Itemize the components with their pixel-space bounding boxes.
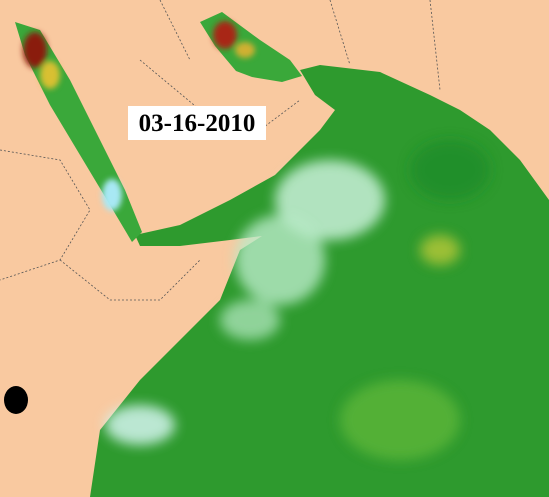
date-box xyxy=(128,106,266,140)
gulf-features xyxy=(23,21,255,211)
sea-features xyxy=(105,140,490,460)
date-label: 03-16-2010 xyxy=(139,110,256,137)
lake xyxy=(4,386,28,414)
